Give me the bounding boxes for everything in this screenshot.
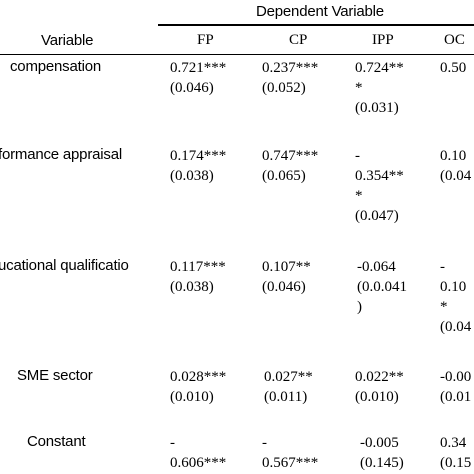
cell-education-oc: -0.10 * (0.04 bbox=[440, 259, 472, 335]
cell-compensation-cp: 0.237*** (0.052) bbox=[262, 60, 319, 96]
header-top-rule bbox=[158, 24, 474, 26]
row-label-compensation: compensation bbox=[10, 58, 101, 75]
cell-compensation-ipp: 0.724** * (0.031) bbox=[355, 60, 404, 116]
row-label-sme-sector: SME sector bbox=[17, 367, 93, 384]
variable-column-header: Variable bbox=[41, 32, 94, 49]
cell-sme-oc: -0.00 (0.01 bbox=[440, 369, 472, 405]
cell-constant-fp: -0.606*** bbox=[170, 435, 227, 471]
cell-constant-ipp: -0.005 (0.145) bbox=[360, 435, 404, 471]
cell-compensation-oc: 0.50 bbox=[440, 60, 467, 76]
cell-education-fp: 0.117*** (0.038) bbox=[170, 259, 226, 295]
cell-sme-fp: 0.028*** (0.010) bbox=[170, 369, 227, 405]
row-label-performance-appraisal: formance appraisal bbox=[0, 146, 122, 163]
column-header-ipp: IPP bbox=[372, 32, 394, 48]
cell-appraisal-oc: 0.10 (0.04 bbox=[440, 148, 472, 184]
cell-appraisal-cp: 0.747*** (0.065) bbox=[262, 148, 319, 184]
column-header-oc: OC bbox=[444, 32, 465, 48]
cell-constant-cp: -0.567*** bbox=[262, 435, 319, 471]
header-bottom-rule bbox=[0, 54, 474, 55]
cell-appraisal-ipp: -0.354** * (0.047) bbox=[355, 148, 404, 224]
cell-compensation-fp: 0.721*** (0.046) bbox=[170, 60, 227, 96]
cell-appraisal-fp: 0.174*** (0.038) bbox=[170, 148, 227, 184]
dependent-variable-header: Dependent Variable bbox=[256, 3, 384, 20]
row-label-educational-qualification: ucational qualificatio bbox=[0, 257, 129, 274]
cell-sme-ipp: 0.022** (0.010) bbox=[355, 369, 404, 405]
column-header-fp: FP bbox=[197, 32, 214, 48]
cell-education-cp: 0.107** (0.046) bbox=[262, 259, 311, 295]
cell-constant-oc: 0.34 (0.15 bbox=[440, 435, 472, 471]
cell-education-ipp: -0.064 (0.0.041) bbox=[357, 259, 407, 315]
column-header-cp: CP bbox=[289, 32, 308, 48]
cell-sme-cp: 0.027** (0.011) bbox=[264, 369, 313, 405]
row-label-constant: Constant bbox=[27, 433, 86, 450]
